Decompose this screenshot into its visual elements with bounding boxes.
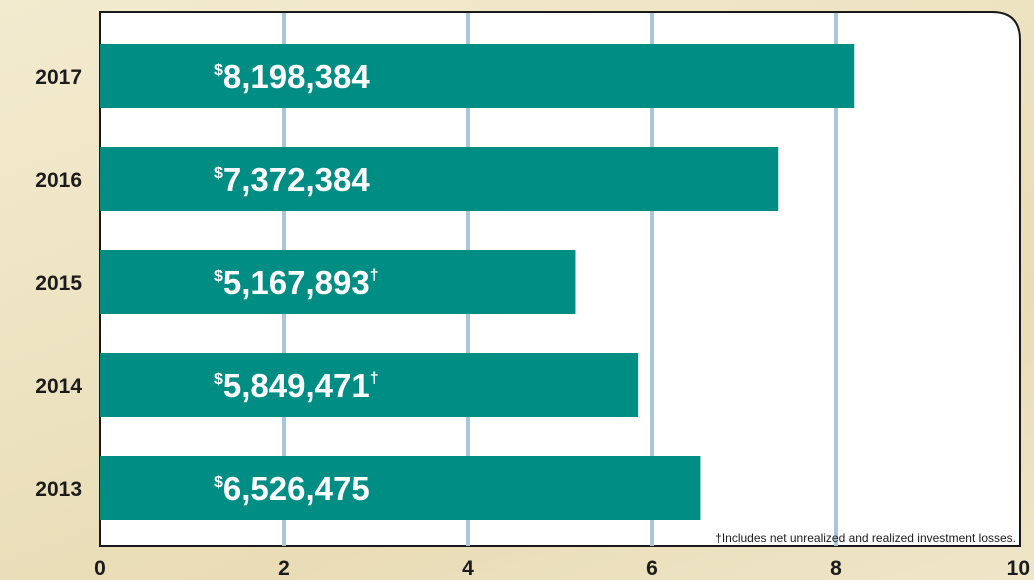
bar-value-label: $5,849,471† <box>214 367 379 404</box>
category-label: 2016 <box>35 169 82 192</box>
x-tick-label: 0 <box>94 557 106 580</box>
bar-2017 <box>100 44 855 108</box>
bar-2016 <box>100 147 779 211</box>
category-label: 2014 <box>35 375 82 398</box>
x-tick-labels: 0 2 4 6 8 10 <box>94 557 1030 580</box>
bars: $8,198,384 $7,372,384 $5,167,893† $5,849,47… <box>100 44 855 520</box>
bar-value-label: $8,198,384 <box>214 58 370 95</box>
bar-2014 <box>100 353 639 417</box>
x-tick-label: 10 <box>1007 557 1030 580</box>
bar-value-label: $5,167,893† <box>214 264 379 301</box>
category-label: 2015 <box>35 272 82 295</box>
category-label: 2017 <box>35 66 82 89</box>
bar-2015 <box>100 250 576 314</box>
category-label: 2013 <box>35 478 82 501</box>
bar-value-label: $7,372,384 <box>214 161 370 198</box>
footnote: †Includes net unrealized and realized in… <box>715 531 1016 545</box>
x-tick-label: 2 <box>278 557 290 580</box>
bar-value-label: $6,526,475 <box>214 470 370 507</box>
x-tick-label: 8 <box>830 557 842 580</box>
x-tick-label: 6 <box>646 557 658 580</box>
category-labels: 2017 2016 2015 2014 2013 <box>35 66 82 501</box>
x-tick-label: 4 <box>462 557 474 580</box>
bar-2013 <box>100 456 701 520</box>
